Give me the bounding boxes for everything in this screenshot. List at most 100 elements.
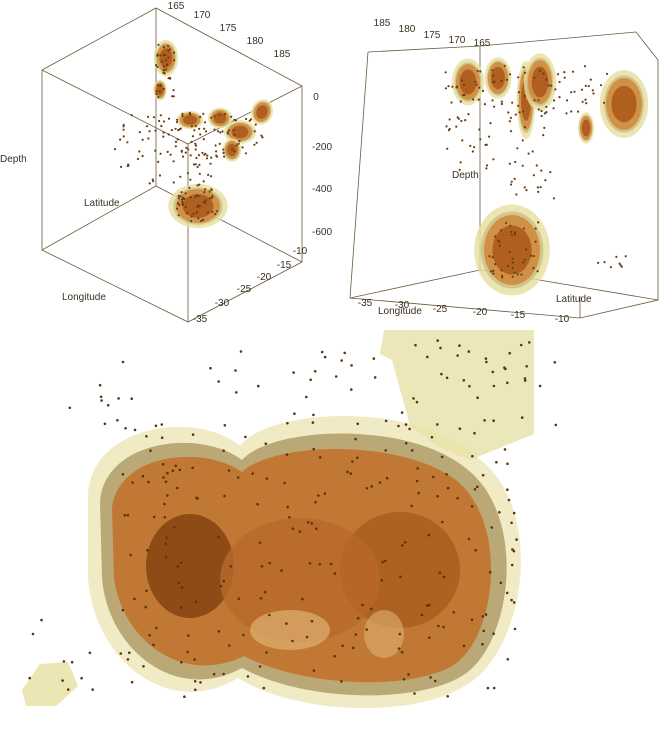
data-point (349, 472, 353, 475)
data-point (460, 119, 463, 123)
data-point (216, 210, 219, 213)
data-point (365, 628, 369, 631)
data-point (159, 54, 162, 57)
data-point (154, 129, 157, 132)
data-point (479, 70, 482, 73)
longitude-tick-label: 165 (168, 1, 185, 12)
data-point (602, 101, 606, 104)
data-point (177, 581, 180, 585)
data-point (477, 98, 480, 101)
data-point (245, 117, 248, 121)
data-point (68, 406, 72, 410)
data-point (181, 114, 184, 118)
data-point (483, 103, 486, 106)
data-point (203, 191, 206, 194)
data-point (167, 45, 170, 48)
data-point (508, 120, 511, 123)
data-point (176, 207, 179, 210)
data-point (522, 227, 525, 230)
data-point (462, 379, 466, 382)
data-point (237, 142, 240, 145)
data-point (204, 188, 207, 191)
data-point (462, 83, 465, 86)
chart-1-svg[interactable]: 165 170 175 180 185 0 -200 -400 -600 -10-15 -20 -25… (0, 0, 340, 330)
data-point (138, 131, 141, 134)
data-point (256, 502, 259, 506)
data-point (491, 370, 495, 374)
data-point (223, 424, 227, 427)
cluster-blob (474, 204, 550, 296)
data-point (385, 476, 389, 480)
data-point (121, 360, 125, 364)
data-point (603, 261, 606, 264)
data-point (532, 254, 535, 258)
data-point (599, 84, 603, 87)
data-point (397, 424, 400, 428)
data-point (189, 154, 192, 157)
data-point (461, 139, 464, 142)
data-point (191, 433, 195, 436)
data-point (261, 136, 264, 139)
data-point (214, 144, 217, 147)
data-point (513, 177, 516, 180)
data-point (478, 128, 481, 131)
data-point (514, 233, 517, 236)
data-point (195, 156, 198, 160)
data-point (259, 597, 263, 600)
data-point (164, 555, 168, 559)
data-point (163, 516, 167, 519)
data-point (311, 421, 315, 424)
data-point (305, 395, 308, 399)
data-point (183, 695, 186, 698)
data-point (121, 608, 125, 612)
data-point (197, 217, 200, 220)
data-point (202, 138, 205, 141)
data-point (254, 123, 257, 126)
data-point (179, 561, 183, 565)
data-point (285, 622, 288, 625)
data-point (467, 350, 471, 353)
chart-3-svg[interactable] (0, 330, 663, 754)
data-point (264, 442, 268, 445)
data-point (573, 90, 576, 93)
cluster-blob (599, 70, 649, 138)
data-point (180, 586, 184, 589)
data-point (320, 350, 324, 354)
data-point (350, 364, 353, 367)
data-point (195, 194, 198, 197)
data-point (234, 369, 237, 372)
data-point (491, 99, 494, 102)
cluster-blob (153, 39, 179, 77)
data-point (509, 116, 512, 119)
data-point (192, 163, 196, 166)
data-point (165, 536, 168, 540)
data-point (547, 84, 550, 87)
data-point (491, 81, 495, 84)
data-point (201, 151, 204, 154)
data-point (592, 92, 595, 95)
data-point (384, 449, 388, 452)
data-point (155, 626, 158, 630)
latitude-axis-label: Latitude (84, 198, 120, 209)
data-point (265, 477, 269, 480)
data-point (210, 116, 213, 119)
data-point (488, 255, 491, 258)
data-point (531, 150, 534, 153)
data-point (208, 197, 211, 200)
data-point (509, 183, 513, 186)
data-point (160, 60, 164, 63)
data-point (210, 156, 213, 159)
data-point (486, 686, 490, 690)
data-point (233, 133, 236, 136)
data-point (159, 83, 162, 86)
data-point (520, 416, 524, 419)
data-point (176, 565, 180, 568)
data-point (381, 560, 384, 564)
data-point (527, 152, 530, 155)
data-point (221, 130, 224, 133)
data-point (141, 154, 144, 158)
latitude-tick-label: -15 (277, 260, 292, 271)
data-point (196, 184, 199, 187)
data-point (485, 167, 488, 170)
